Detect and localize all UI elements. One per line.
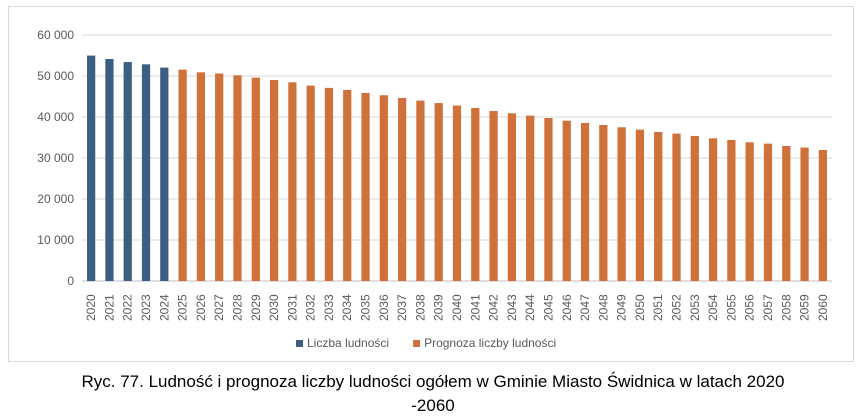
x-tick-label: 2055 (724, 294, 738, 321)
bar-2027 (215, 73, 224, 281)
x-tick-label: 2054 (706, 294, 720, 321)
bar-2053 (690, 135, 699, 281)
legend-label: Liczba ludności (307, 336, 389, 350)
x-tick-label: 2035 (359, 294, 373, 321)
bar-2058 (782, 145, 791, 281)
x-tick-label: 2046 (560, 294, 574, 321)
bar-2035 (361, 92, 370, 281)
x-tick-label: 2036 (377, 294, 391, 321)
x-tick-label: 2049 (615, 294, 629, 321)
x-tick-label: 2028 (230, 294, 244, 321)
bar-2034 (343, 89, 352, 281)
bar-2048 (599, 124, 608, 282)
bar-2041 (471, 107, 480, 281)
x-tick-label: 2057 (761, 294, 775, 321)
x-tick-label: 2034 (340, 294, 354, 321)
bar-2029 (251, 77, 260, 281)
bar-2044 (526, 115, 535, 281)
population-bar-chart: 0 10 000 20 000 30 000 40 000 50 000 60 000 202… (37, 28, 832, 350)
chart-frame (8, 6, 854, 362)
bar-2047 (580, 122, 590, 282)
bar-2060 (818, 150, 827, 281)
bar-2022 (123, 62, 132, 282)
legend-swatch (413, 340, 421, 347)
y-tick-label: 20 000 (37, 192, 74, 206)
bar-2031 (288, 82, 297, 282)
x-tick-label: 2027 (212, 294, 226, 321)
bar-2057 (763, 143, 773, 281)
x-tick-label: 2040 (450, 294, 464, 321)
legend-swatch (296, 340, 303, 347)
figure-caption-line1: Ryc. 77. Ludność i prognoza liczby ludno… (81, 372, 785, 391)
x-tick-label: 2026 (194, 294, 208, 321)
x-tick-label: 2022 (121, 294, 135, 321)
y-tick-label: 30 000 (37, 151, 74, 165)
bar-2021 (105, 58, 114, 281)
figure-caption-line2: -2060 (411, 396, 455, 415)
x-tick-label: 2020 (84, 294, 98, 321)
x-tick-label: 2060 (816, 294, 830, 321)
bar-2055 (727, 139, 736, 281)
y-tick-label: 10 000 (37, 233, 74, 247)
x-tick-label: 2058 (779, 294, 793, 321)
x-tick-label: 2038 (413, 294, 427, 321)
bar-2025 (178, 69, 187, 282)
x-tick-label: 2051 (651, 294, 665, 321)
bar-2030 (269, 79, 279, 282)
legend-label: Prognoza liczby ludności (424, 336, 556, 350)
x-tick-label: 2042 (487, 294, 501, 321)
bar-2051 (654, 131, 663, 281)
bar-2043 (507, 113, 516, 281)
bar-2054 (708, 138, 718, 281)
bar-2032 (306, 85, 315, 281)
bar-2056 (745, 142, 754, 281)
y-tick-label: 0 (67, 274, 74, 288)
x-tick-label: 2050 (633, 294, 647, 321)
y-tick-label: 60 000 (37, 28, 74, 42)
bar-2050 (635, 129, 645, 281)
x-tick-label: 2029 (249, 294, 263, 321)
bar-2024 (160, 67, 169, 281)
bar-2038 (416, 100, 425, 281)
x-tick-label: 2023 (139, 294, 153, 321)
x-tick-label: 2053 (688, 294, 702, 321)
bar-2023 (141, 64, 151, 281)
bar-2028 (233, 75, 242, 281)
bar-2039 (434, 103, 443, 281)
x-tick-label: 2044 (523, 294, 537, 321)
y-tick-label: 40 000 (37, 110, 74, 124)
x-tick-label: 2043 (505, 294, 519, 321)
bar-2042 (489, 111, 498, 281)
bar-2046 (562, 120, 571, 281)
x-tick-label: 2045 (541, 294, 555, 321)
x-tick-label: 2056 (743, 294, 757, 321)
x-tick-label: 2032 (304, 294, 318, 321)
bar-2033 (324, 87, 334, 281)
x-tick-label: 2024 (157, 294, 171, 321)
x-tick-label: 2048 (596, 294, 610, 321)
x-tick-label: 2059 (798, 294, 812, 321)
x-tick-label: 2030 (267, 294, 281, 321)
x-tick-label: 2039 (432, 294, 446, 321)
bar-2026 (196, 72, 206, 281)
x-tick-label: 2031 (285, 294, 299, 321)
bar-2036 (379, 95, 388, 282)
x-tick-label: 2047 (578, 294, 592, 321)
y-tick-label: 50 000 (37, 69, 74, 83)
bar-2059 (800, 147, 809, 281)
bar-2045 (544, 117, 553, 281)
bar-2040 (452, 105, 462, 282)
x-tick-label: 2033 (322, 294, 336, 321)
bar-2052 (672, 133, 681, 281)
x-tick-label: 2025 (176, 294, 190, 321)
x-tick-label: 2041 (468, 294, 482, 321)
x-tick-label: 2052 (670, 294, 684, 321)
bar-2049 (617, 127, 626, 281)
x-tick-label: 2037 (395, 294, 409, 321)
x-tick-label: 2021 (102, 294, 116, 321)
bar-2037 (398, 97, 407, 281)
bar-2020 (87, 55, 96, 281)
